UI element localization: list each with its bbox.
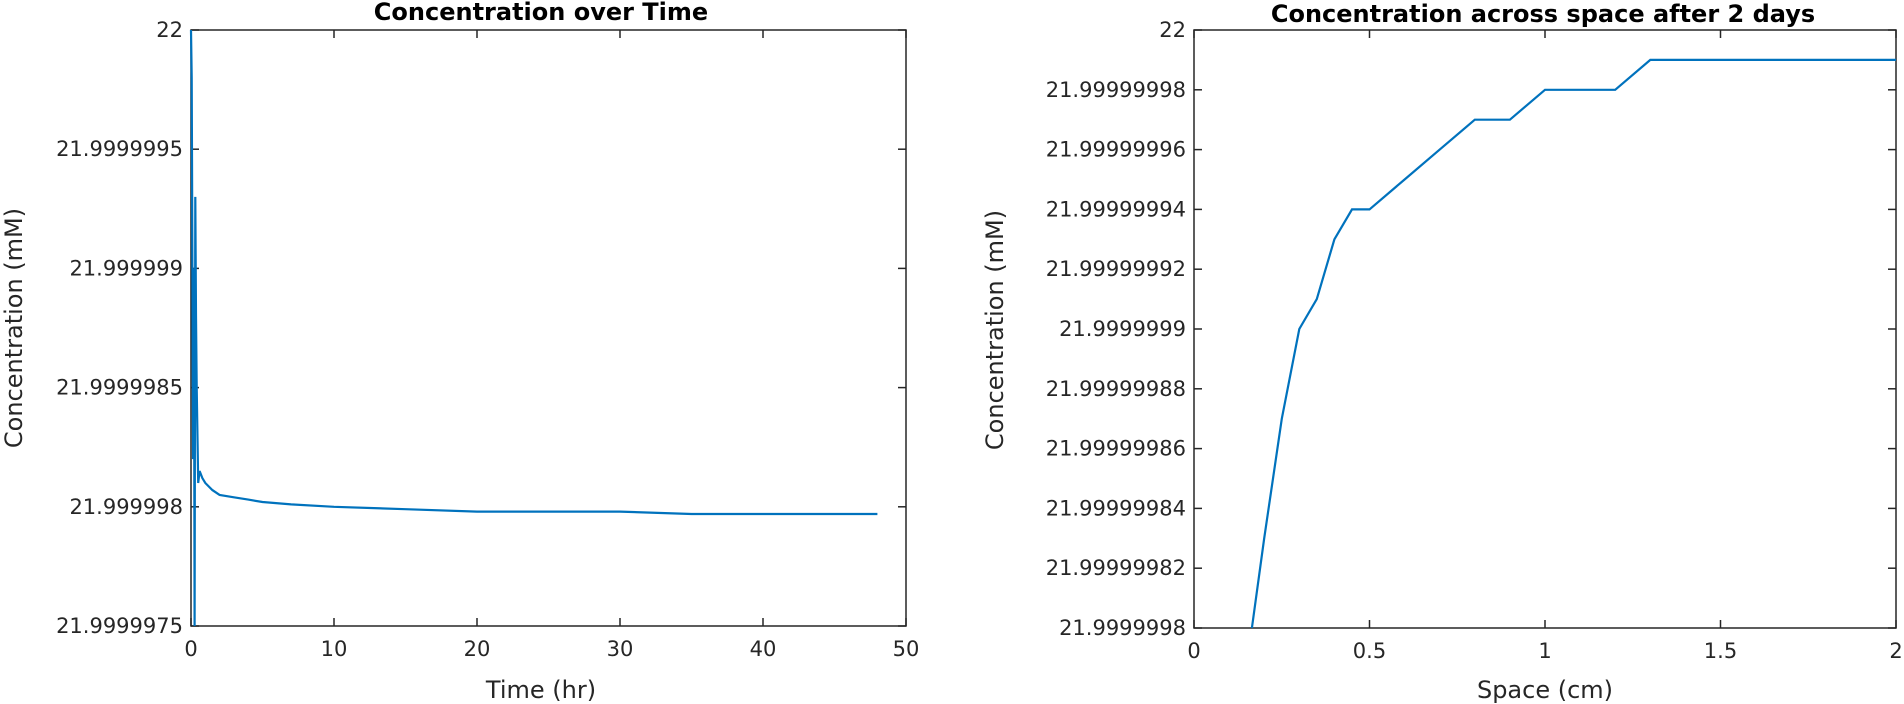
y-tick-label: 21.9999998 xyxy=(1059,616,1186,640)
x-tick-label: 10 xyxy=(321,637,348,661)
x-tick-label: 2 xyxy=(1889,639,1902,663)
x-tick-label: 1 xyxy=(1538,639,1551,663)
y-tick-label: 21.999999 xyxy=(69,256,183,280)
y-tick-label: 21.99999982 xyxy=(1046,556,1186,580)
y-tick-label: 21.99999994 xyxy=(1046,197,1186,221)
x-axis: 0 10 20 30 40 50 xyxy=(184,30,919,661)
x-tick-label: 40 xyxy=(750,637,777,661)
x-tick-label: 1.5 xyxy=(1704,639,1737,663)
x-tick-label: 0.5 xyxy=(1353,639,1386,663)
y-tick-label: 21.99999988 xyxy=(1046,377,1186,401)
chart-title: Concentration across space after 2 days xyxy=(1271,0,1815,28)
x-axis-label: Time (hr) xyxy=(485,676,596,704)
x-axis-label: Space (cm) xyxy=(1477,676,1613,704)
x-tick-label: 0 xyxy=(1187,639,1200,663)
y-tick-label: 21.99999996 xyxy=(1046,138,1186,162)
chart-concentration-across-space: Concentration across space after 2 days … xyxy=(981,0,1903,704)
y-tick-label: 21.9999985 xyxy=(56,376,183,400)
y-tick-label: 21.9999995 xyxy=(56,137,183,161)
y-tick-label: 21.9999975 xyxy=(56,614,183,638)
y-tick-label: 21.999998 xyxy=(69,495,183,519)
y-tick-label: 22 xyxy=(1159,18,1186,42)
x-tick-label: 0 xyxy=(184,637,197,661)
y-tick-label: 21.99999986 xyxy=(1046,437,1186,461)
chart-concentration-over-time: Concentration over Time 0 10 20 30 40 50 21.9… xyxy=(0,0,919,704)
plot-frame xyxy=(190,29,907,627)
chart-title: Concentration over Time xyxy=(374,0,708,26)
y-axis-label: Concentration (mM) xyxy=(981,210,1009,450)
y-axis: 21.9999975 21.999998 21.9999985 21.999999 21… xyxy=(56,18,906,638)
series-line xyxy=(1250,58,1896,629)
y-tick-label: 21.99999998 xyxy=(1046,78,1186,102)
y-axis-label: Concentration (mM) xyxy=(0,208,28,448)
y-tick-label: 21.99999992 xyxy=(1046,257,1186,281)
series-line xyxy=(189,29,878,627)
x-tick-label: 20 xyxy=(464,637,491,661)
y-tick-label: 21.9999999 xyxy=(1059,317,1186,341)
y-tick-label: 21.99999984 xyxy=(1046,496,1186,520)
x-tick-label: 30 xyxy=(607,637,634,661)
y-axis: 21.9999998 21.99999982 21.99999984 21.99999… xyxy=(1046,18,1896,640)
y-tick-label: 22 xyxy=(156,18,183,42)
x-tick-label: 50 xyxy=(893,637,920,661)
x-axis: 0 0.5 1 1.5 2 xyxy=(1187,30,1903,663)
